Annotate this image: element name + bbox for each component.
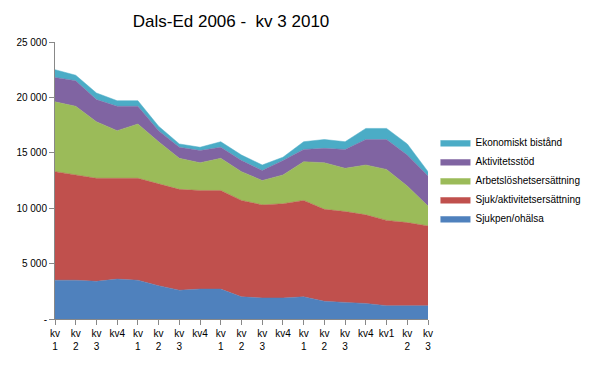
svg-text:kv3: kv3 — [174, 328, 184, 352]
svg-text:kv4: kv4 — [275, 328, 291, 339]
svg-text:5 000: 5 000 — [22, 258, 47, 269]
svg-text:kv2: kv2 — [154, 328, 164, 352]
svg-text:Dals-Ed 2006 - kv 3 2010: Dals-Ed 2006 - kv 3 2010 — [133, 12, 330, 31]
svg-text:kv4: kv4 — [358, 328, 374, 339]
svg-text:10 000: 10 000 — [16, 203, 47, 214]
svg-text:Sjukpen/ohälsa: Sjukpen/ohälsa — [475, 213, 544, 224]
svg-text:kv3: kv3 — [91, 328, 101, 352]
svg-text:kv2: kv2 — [402, 328, 412, 352]
svg-text:kv3: kv3 — [340, 328, 350, 352]
svg-text:kv1: kv1 — [299, 328, 309, 352]
svg-text:15 000: 15 000 — [16, 147, 47, 158]
svg-text:kv1: kv1 — [133, 328, 143, 352]
svg-text:20 000: 20 000 — [16, 92, 47, 103]
svg-text:kv3: kv3 — [423, 328, 433, 352]
svg-text:kv2: kv2 — [319, 328, 329, 352]
svg-text:kv4: kv4 — [192, 328, 208, 339]
svg-text:kv1: kv1 — [379, 328, 395, 339]
svg-text:25 000: 25 000 — [16, 37, 47, 48]
svg-text:Aktivitetsstöd: Aktivitetsstöd — [475, 156, 534, 167]
svg-text:Ekonomiskt bistånd: Ekonomiskt bistånd — [475, 137, 562, 148]
svg-text:kv3: kv3 — [257, 328, 267, 352]
svg-text:kv4: kv4 — [109, 328, 125, 339]
svg-text:Arbetslöshetsersättning: Arbetslöshetsersättning — [475, 175, 580, 186]
svg-text:kv1: kv1 — [50, 328, 60, 352]
svg-text:-: - — [44, 314, 47, 325]
svg-text:kv2: kv2 — [71, 328, 81, 352]
svg-text:kv2: kv2 — [237, 328, 247, 352]
svg-text:Sjuk/aktivitetsersättning: Sjuk/aktivitetsersättning — [475, 194, 580, 205]
svg-text:kv1: kv1 — [216, 328, 226, 352]
